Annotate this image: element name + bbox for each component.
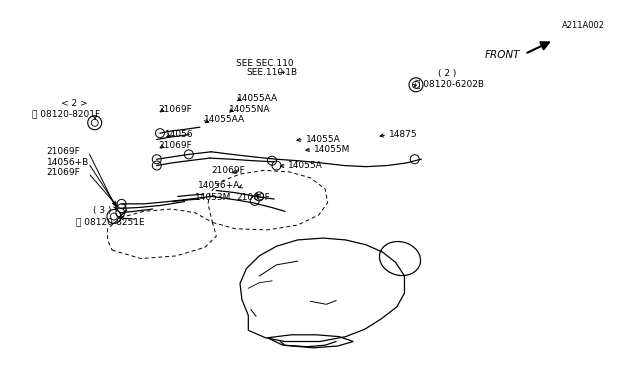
Text: < 2 >: < 2 > <box>61 99 88 108</box>
Text: ( 3 ): ( 3 ) <box>93 206 111 215</box>
Text: 14875: 14875 <box>389 130 418 139</box>
Text: 21069F: 21069F <box>237 193 271 202</box>
Text: 21069F: 21069F <box>159 105 193 114</box>
Text: ( 2 ): ( 2 ) <box>438 69 457 78</box>
Text: Ⓑ 08120-8201F: Ⓑ 08120-8201F <box>32 109 100 118</box>
Text: 14055A: 14055A <box>288 161 323 170</box>
Text: 21069F: 21069F <box>47 169 81 177</box>
Text: 14053M: 14053M <box>195 193 232 202</box>
Text: 21069F: 21069F <box>47 147 81 156</box>
Text: 14056+B: 14056+B <box>47 158 89 167</box>
Text: 14056: 14056 <box>165 130 194 139</box>
Text: 14056+A: 14056+A <box>198 182 241 190</box>
Text: A211A002: A211A002 <box>562 21 605 30</box>
Text: →1B: →1B <box>272 68 297 77</box>
Text: 21069F: 21069F <box>211 166 245 175</box>
Text: SEE.110: SEE.110 <box>246 68 284 77</box>
Text: 14055A: 14055A <box>306 135 340 144</box>
Text: FRONT: FRONT <box>485 50 520 60</box>
Text: 14055AA: 14055AA <box>204 115 244 124</box>
Text: 14055M: 14055M <box>314 145 350 154</box>
Text: 14055AA: 14055AA <box>237 94 278 103</box>
Text: 21069F: 21069F <box>159 141 193 150</box>
Text: Ⓑ 08120-8251E: Ⓑ 08120-8251E <box>76 217 144 226</box>
Text: SEE SEC.110: SEE SEC.110 <box>236 60 293 68</box>
Text: Ⓑ 08120-6202B: Ⓑ 08120-6202B <box>415 79 484 88</box>
Text: 14055NA: 14055NA <box>229 105 271 114</box>
